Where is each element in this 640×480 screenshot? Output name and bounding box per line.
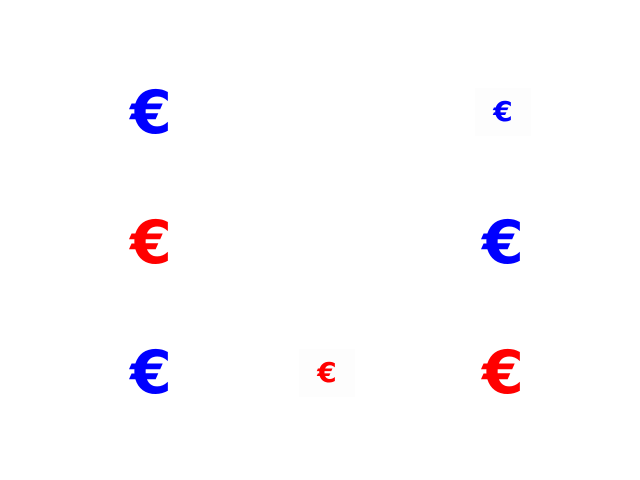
euro-icon: € (130, 78, 172, 148)
euro-icon: € (130, 338, 172, 408)
euro-icon: € (130, 208, 172, 278)
euro-icon: € (299, 349, 355, 397)
euro-icon: € (482, 338, 524, 408)
euro-icon: € (482, 208, 524, 278)
euro-icon: € (475, 88, 531, 136)
